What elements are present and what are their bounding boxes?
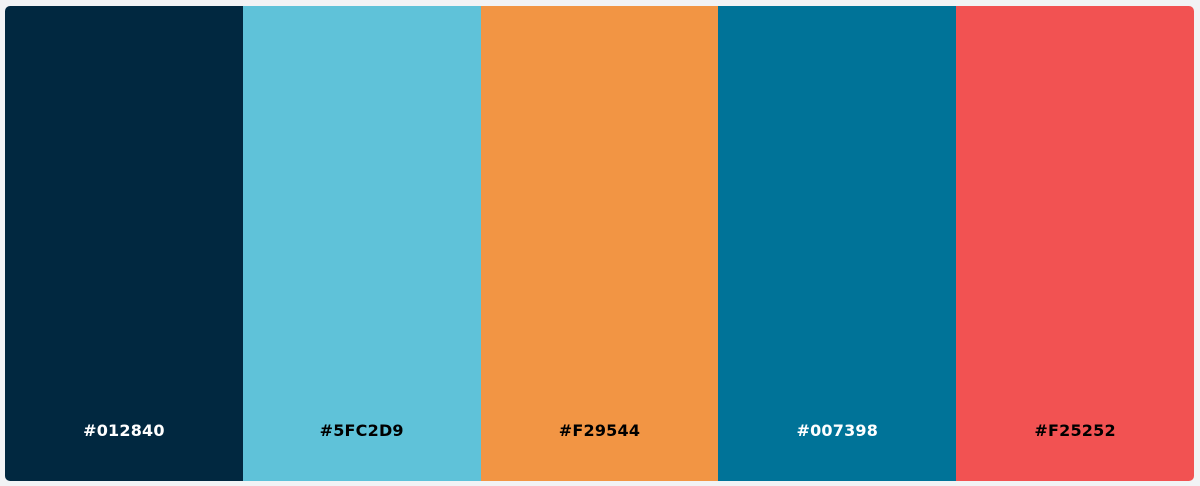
swatch-4[interactable]: #007398 [718, 6, 957, 481]
swatch-5[interactable]: #F25252 [956, 6, 1194, 481]
swatch-hex-label: #5FC2D9 [319, 421, 404, 440]
swatch-hex-label: #F25252 [1034, 421, 1116, 440]
swatch-3[interactable]: #F29544 [480, 6, 719, 481]
swatch-2[interactable]: #5FC2D9 [242, 6, 481, 481]
swatch-hex-label: #007398 [796, 421, 879, 440]
swatch-hex-label: #F29544 [558, 421, 641, 440]
color-palette: #012840 #5FC2D9 #F29544 #007398 #F25252 [5, 6, 1194, 481]
swatch-hex-label: #012840 [83, 421, 165, 440]
swatch-1[interactable]: #012840 [5, 6, 243, 481]
